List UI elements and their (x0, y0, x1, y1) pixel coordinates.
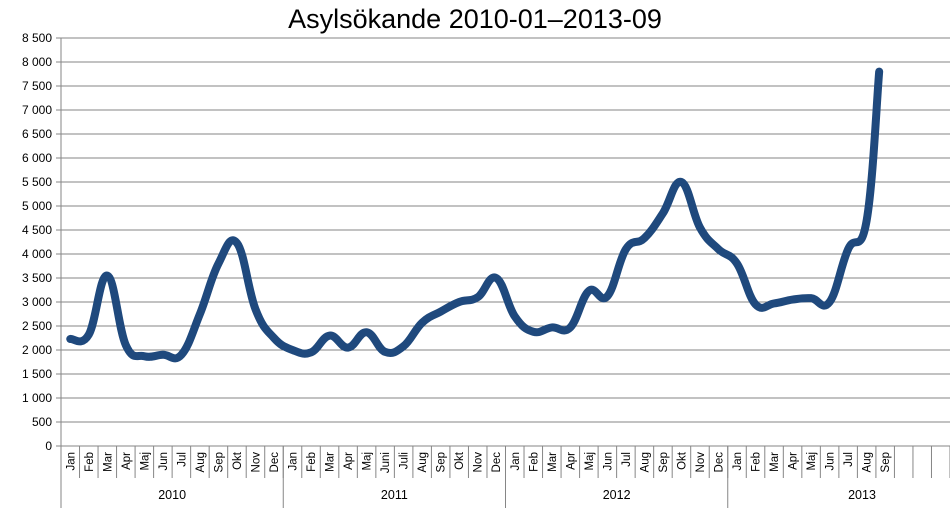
x-tick-label: Maj (806, 452, 818, 471)
x-tick-label: Aug (195, 452, 207, 472)
y-tick-label: 500 (32, 415, 52, 429)
y-tick-label: 5 500 (22, 175, 52, 189)
x-tick-label: Aug (639, 452, 651, 472)
x-tick-label: Juli (399, 452, 411, 469)
x-tick-label: Jan (510, 452, 522, 471)
y-tick-label: 6 000 (22, 151, 52, 165)
y-tick-label: 7 000 (22, 103, 52, 117)
x-tick-label: Okt (676, 451, 688, 470)
x-axis: Jan Feb Mar Apr Maj Jun Jul Aug Sep Okt Nov Dec Jan F… (60, 445, 950, 508)
grid-lines (61, 37, 950, 447)
x-tick-label: Aug (862, 452, 874, 472)
x-tick-label: Dec (491, 452, 503, 473)
x-tick-label: Sep (658, 452, 670, 472)
x-tick-label: Mar (102, 452, 114, 472)
x-tick-label: Feb (751, 452, 763, 472)
y-tick-label: 8 000 (22, 55, 52, 69)
y-tick-label: 3 500 (22, 271, 52, 285)
y-tick-label: 1 500 (22, 367, 52, 381)
y-tick-label: 3 000 (22, 295, 52, 309)
x-tick-label: Apr (788, 452, 800, 470)
x-tick-label: Feb (528, 452, 540, 472)
x-tick-label: Maj (362, 452, 374, 471)
x-tick-label: Mar (547, 452, 559, 472)
x-tick-label: Maj (139, 452, 151, 471)
x-tick-label: Sep (880, 452, 892, 472)
y-tick-label: 8 500 (22, 31, 52, 45)
y-tick-label: 4 000 (22, 247, 52, 261)
x-tick-label: Apr (121, 452, 133, 470)
x-tick-label: Jan (732, 452, 744, 471)
x-tick-label: Jul (176, 452, 188, 467)
x-tick-label: Nov (250, 452, 262, 473)
x-tick-label: Apr (565, 452, 577, 470)
x-tick-label: Mar (769, 452, 781, 472)
x-tick-label: Aug (417, 452, 429, 472)
y-tick-label: 4 500 (22, 223, 52, 237)
x-tick-label: Feb (84, 452, 96, 472)
x-tick-label: Sep (436, 452, 448, 472)
x-tick-label: Okt (454, 451, 466, 470)
y-tick-label: 2 000 (22, 343, 52, 357)
y-tick-label: 0 (45, 439, 52, 453)
x-tick-label: Jun (825, 452, 837, 471)
series-group (66, 67, 884, 363)
year-label: 2012 (603, 488, 631, 502)
x-tick-label: Nov (473, 452, 485, 473)
x-tick-label: Jul (843, 452, 855, 467)
y-tick-label: 5 000 (22, 199, 52, 213)
x-tick-label: Okt (232, 451, 244, 470)
y-tick-label: 1 000 (22, 391, 52, 405)
year-label: 2010 (158, 488, 186, 502)
year-label: 2011 (381, 488, 408, 502)
series-line (66, 67, 884, 363)
x-tick-label: Apr (343, 452, 355, 470)
x-tick-label: Maj (584, 452, 596, 471)
chart-title: Asylsökande 2010-01–2013-09 (288, 4, 662, 34)
x-tick-label: Juni (380, 452, 392, 473)
x-tick-label: Nov (695, 452, 707, 473)
x-tick-label: Jan (65, 452, 77, 471)
y-tick-label: 7 500 (22, 79, 52, 93)
x-tick-label: Mar (325, 452, 337, 472)
y-tick-label: 6 500 (22, 127, 52, 141)
x-tick-label: Jun (158, 452, 170, 471)
x-tick-label: Jun (602, 452, 614, 471)
x-tick-label: Feb (306, 452, 318, 472)
y-tick-label: 2 500 (22, 319, 52, 333)
x-tick-label: Sep (213, 452, 225, 472)
y-axis: 0 500 1 000 1 500 2 000 2 500 3 000 3 500 4 000 4… (22, 31, 62, 453)
x-tick-label: Dec (713, 452, 725, 473)
year-label: 2013 (848, 488, 876, 502)
x-tick-label: Jan (288, 452, 300, 471)
x-tick-label: Dec (269, 452, 281, 473)
x-tick-label: Jul (621, 452, 633, 467)
